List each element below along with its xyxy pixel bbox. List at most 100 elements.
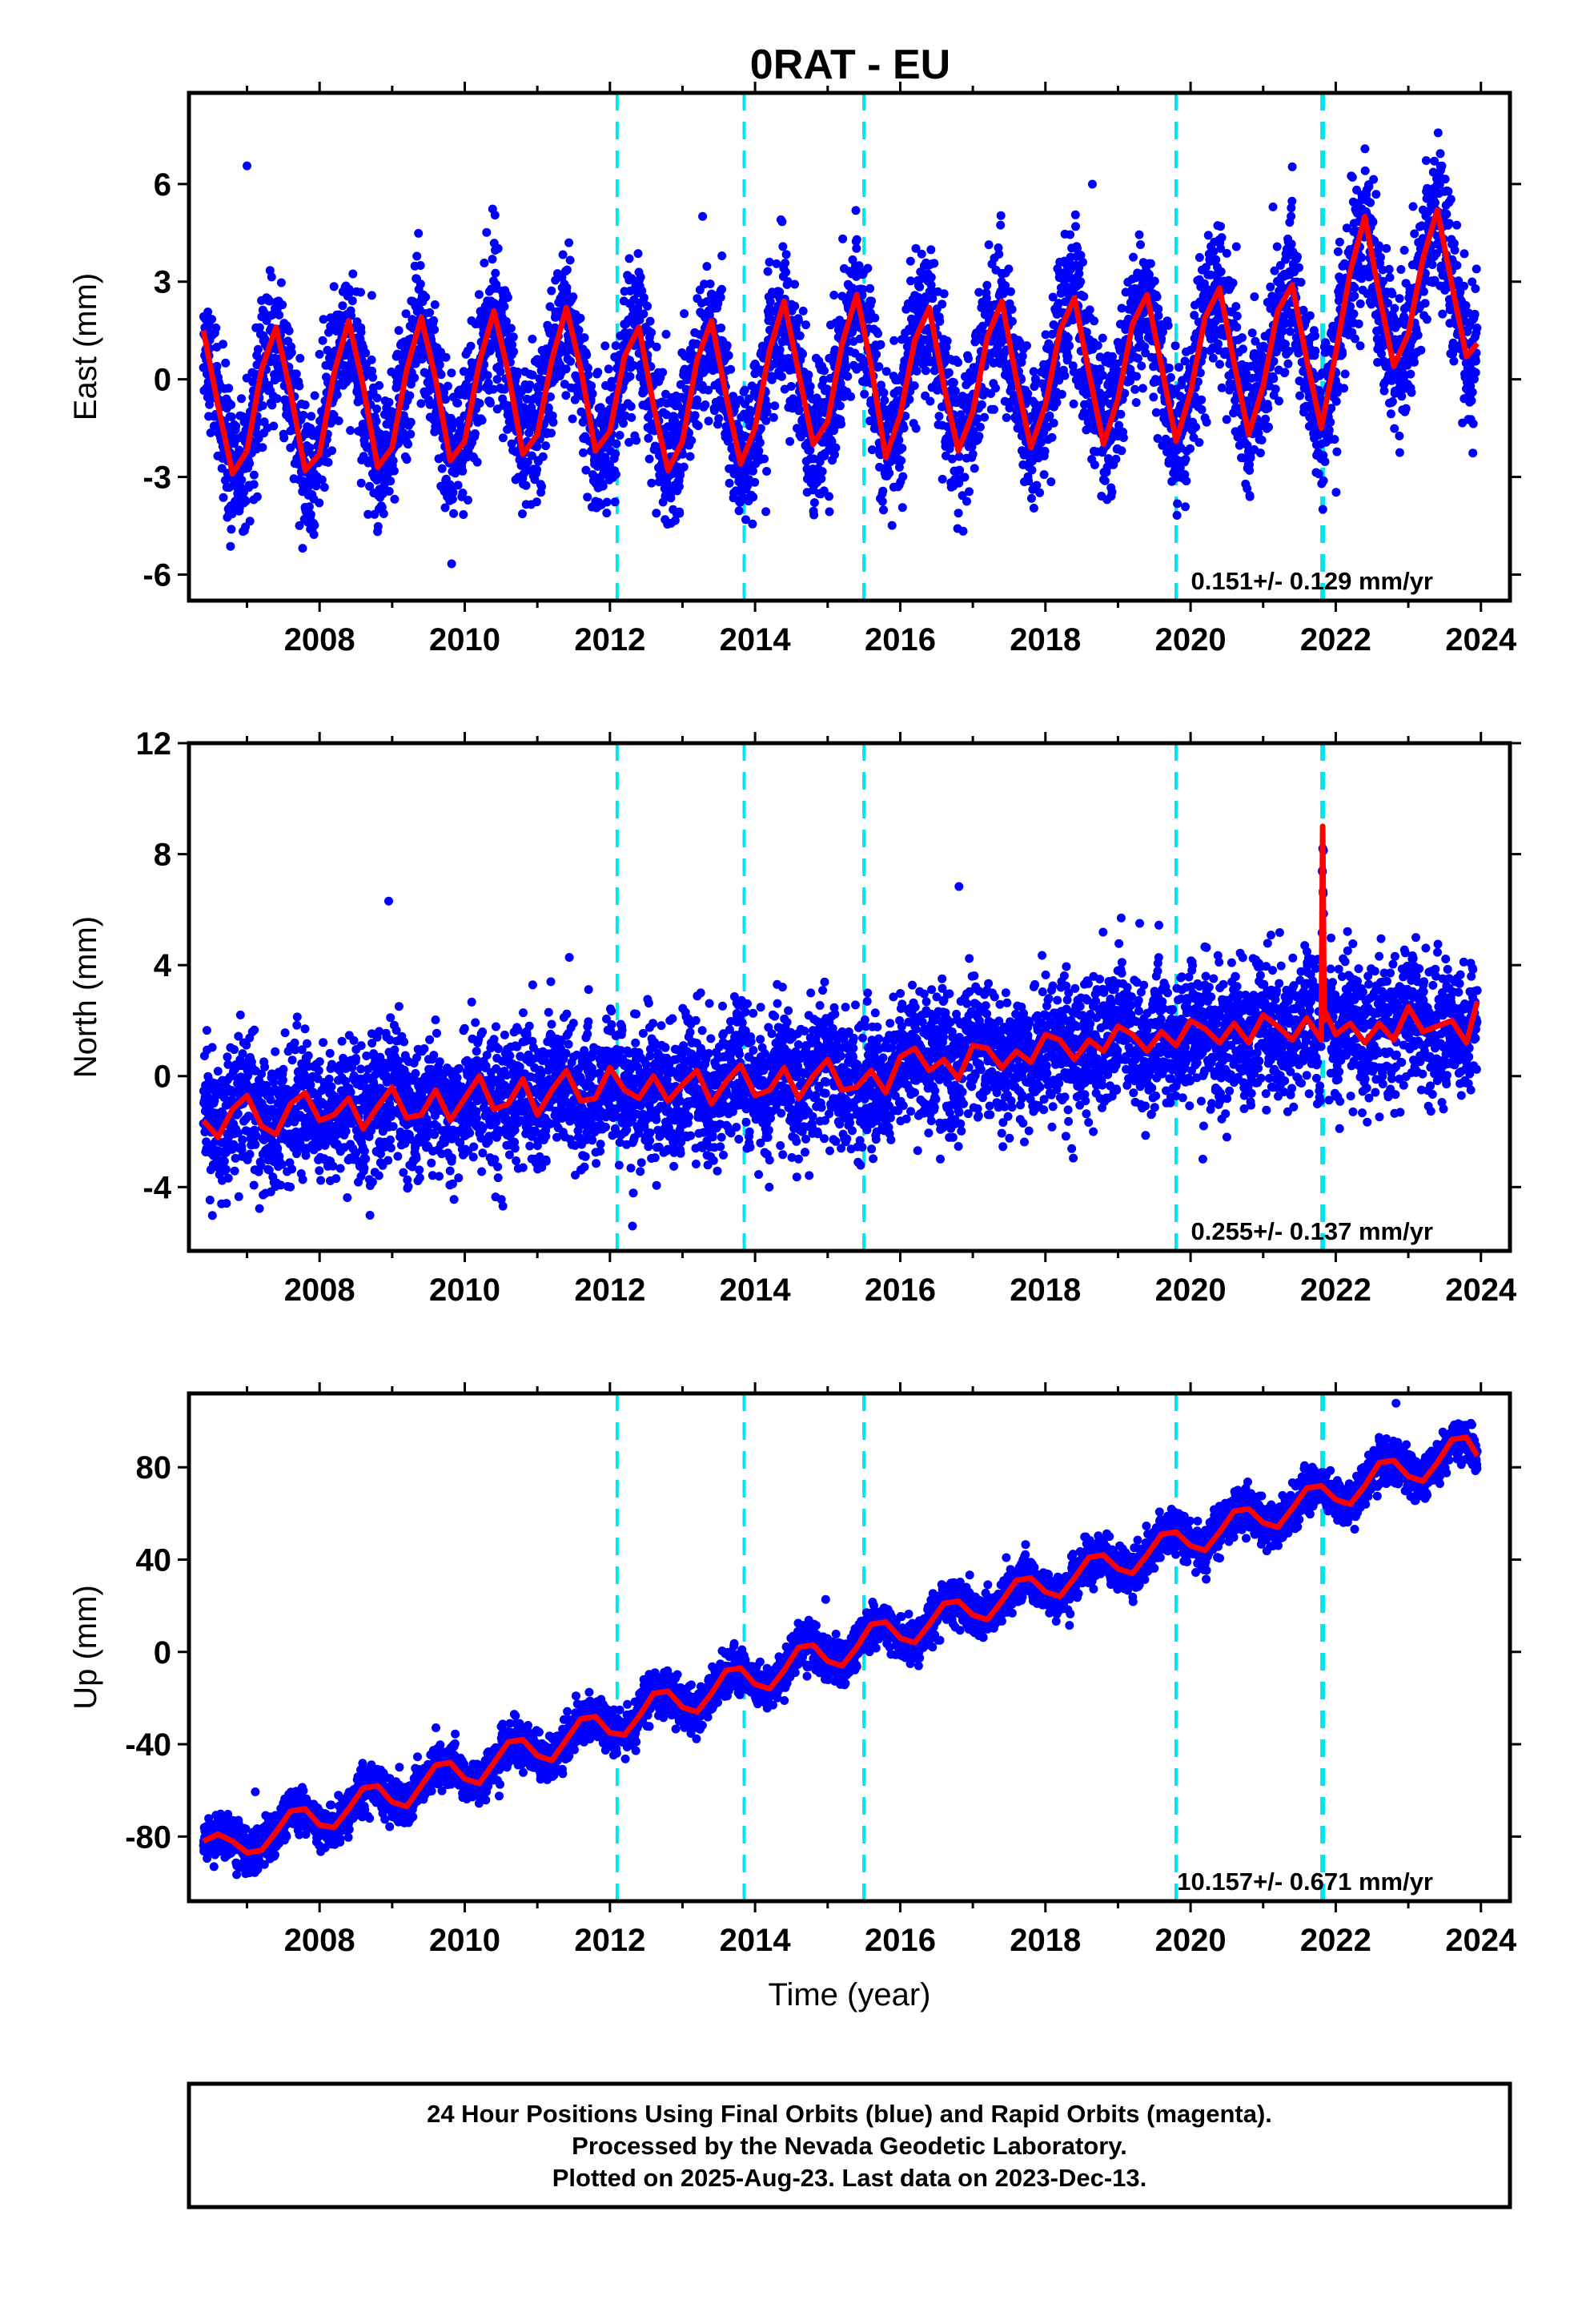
east-data-point: [338, 301, 347, 311]
east-data-point: [874, 362, 884, 372]
east-data-point: [996, 211, 1006, 220]
east-data-point: [518, 509, 527, 519]
east-data-point: [602, 509, 612, 518]
east-data-point: [1255, 448, 1265, 458]
east-data-point: [544, 403, 553, 412]
east-data-point: [295, 521, 304, 530]
east-data-point: [483, 371, 492, 380]
east-data-point: [231, 421, 241, 431]
east-data-point: [245, 459, 255, 468]
east-data-point: [1319, 476, 1328, 485]
east-data-point: [701, 400, 710, 409]
east-data-point: [964, 354, 973, 364]
east-data-point: [300, 400, 310, 410]
east-data-point: [625, 286, 635, 296]
east-data-point: [219, 493, 228, 502]
east-data-point: [565, 255, 575, 265]
east-data-point: [1071, 222, 1080, 231]
east-data-point: [298, 544, 307, 553]
east-data-point: [532, 497, 541, 507]
east-data-point: [485, 346, 495, 356]
east-data-point: [658, 368, 668, 377]
east-data-point: [458, 489, 468, 498]
east-data-point: [767, 375, 777, 384]
east-data-point: [319, 483, 329, 492]
east-data-point: [1079, 292, 1089, 301]
east-data-point: [843, 372, 853, 381]
east-data-point: [596, 403, 605, 412]
east-data-point: [793, 424, 801, 433]
east-data-point: [817, 467, 827, 476]
east-data-point: [384, 487, 394, 496]
east-data-point: [1087, 179, 1097, 189]
east-data-point: [318, 336, 327, 345]
east-data-point: [1066, 230, 1075, 239]
east-data-point: [491, 268, 500, 278]
east-data-point: [561, 364, 571, 374]
east-data-point: [1191, 422, 1200, 432]
east-panel: 2008 2010 2012 2014 2016 2018 2020 2022 2024-6-3…: [68, 82, 1521, 657]
east-data-point: [347, 296, 357, 306]
east-data-point: [1130, 384, 1140, 394]
east-data-point: [388, 456, 398, 465]
east-data-point: [994, 249, 1004, 259]
east-data-point: [206, 428, 215, 437]
east-data-point: [756, 424, 765, 433]
east-data-point: [488, 255, 497, 264]
east-data-point: [749, 493, 758, 502]
east-data-point: [926, 396, 935, 406]
east-data-point: [745, 394, 754, 404]
east-data-point: [365, 481, 375, 491]
east-data-point: [482, 227, 492, 237]
east-data-point: [1090, 316, 1099, 326]
east-data-point: [367, 291, 376, 300]
east-data-point: [704, 416, 713, 426]
east-data-point: [258, 443, 267, 452]
east-data-point: [265, 296, 275, 306]
east-data-point: [1070, 210, 1080, 219]
east-data-point: [508, 332, 518, 342]
east-data-point: [817, 474, 826, 484]
east-data-point: [503, 293, 512, 302]
east-data-point: [221, 358, 231, 368]
east-data-point: [309, 530, 319, 539]
east-data-point: [404, 440, 412, 449]
east-data-point: [851, 206, 861, 215]
east-data-point: [717, 324, 726, 332]
east-data-point: [607, 376, 616, 386]
east-data-point: [447, 559, 456, 569]
east-data-point: [1027, 465, 1037, 475]
east-data-point: [1181, 502, 1190, 512]
east-data-point: [227, 400, 236, 409]
east-data-point: [775, 345, 785, 355]
east-data-point: [227, 525, 236, 534]
east-data-point: [470, 429, 480, 438]
east-data-point: [645, 316, 655, 326]
east-data-point: [458, 466, 468, 476]
east-data-point: [1202, 417, 1211, 427]
east-data-point: [679, 462, 689, 472]
east-data-point: [390, 494, 400, 504]
east-data-point: [958, 526, 968, 536]
east-data-point: [1232, 312, 1242, 321]
east-data-point: [611, 469, 620, 479]
east-data-point: [628, 360, 638, 370]
east-data-point: [583, 493, 592, 502]
east-data-point: [674, 482, 684, 491]
east-data-point: [1047, 432, 1057, 442]
east-data-point: [562, 265, 572, 275]
east-data-point: [546, 392, 555, 401]
east-data-point: [367, 355, 376, 364]
east-data-point: [1222, 415, 1231, 424]
east-data-point: [798, 349, 807, 359]
east-data-point: [527, 451, 536, 460]
east-data-point: [414, 228, 424, 238]
east-data-point: [1035, 488, 1045, 497]
east-data-point: [1231, 302, 1241, 312]
east-data-point: [1046, 477, 1056, 487]
east-data-point: [887, 521, 897, 530]
east-data-point: [373, 521, 383, 531]
east-data-point: [1311, 331, 1320, 340]
east-data-point: [794, 316, 803, 325]
east-data-point: [375, 380, 384, 390]
